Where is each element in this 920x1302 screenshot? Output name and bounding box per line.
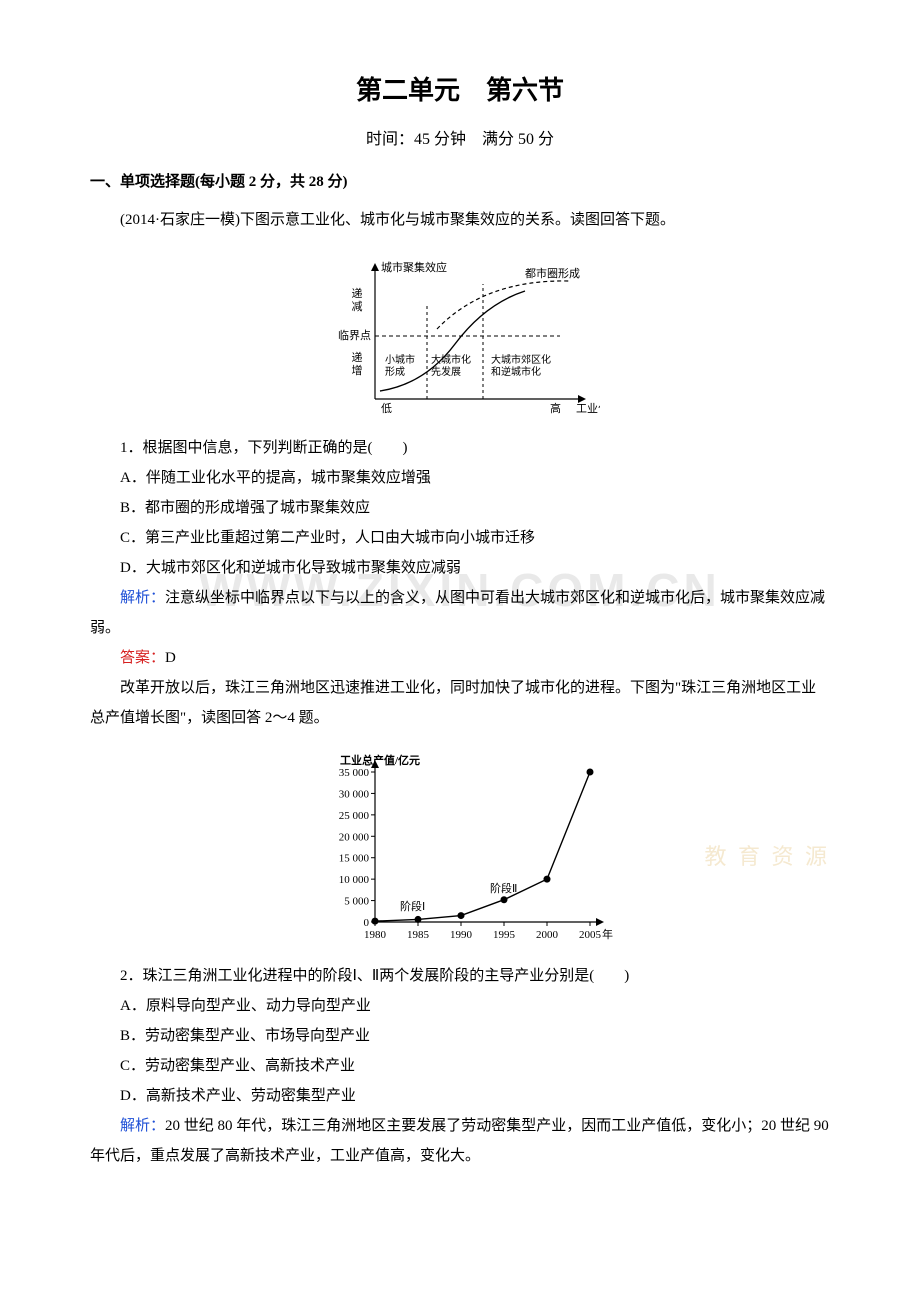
q1-opt-c: C．第三产业比重超过第二产业时，人口由大城市向小城市迁移 — [90, 523, 830, 553]
svg-text:增: 增 — [352, 363, 363, 377]
svg-text:先发展: 先发展 — [431, 365, 461, 378]
svg-text:都市圈形成: 都市圈形成 — [525, 266, 580, 280]
svg-text:30 000: 30 000 — [339, 788, 370, 800]
svg-text:高: 高 — [550, 401, 561, 415]
svg-text:5 000: 5 000 — [344, 896, 369, 908]
svg-text:25 000: 25 000 — [339, 810, 370, 822]
explain-label: 解析： — [120, 1118, 165, 1134]
svg-text:15 000: 15 000 — [339, 853, 370, 865]
q2-opt-d: D．高新技术产业、劳动密集型产业 — [90, 1081, 830, 1111]
svg-text:工业化水平: 工业化水平 — [576, 401, 600, 415]
svg-text:大城市化: 大城市化 — [431, 353, 471, 366]
q1-stem: 1．根据图中信息，下列判断正确的是( ) — [90, 433, 830, 463]
svg-text:大城市郊区化: 大城市郊区化 — [491, 353, 551, 366]
q1-opt-a: A．伴随工业化水平的提高，城市聚集效应增强 — [90, 463, 830, 493]
q1-opt-d: D．大城市郊区化和逆城市化导致城市聚集效应减弱 — [90, 553, 830, 583]
page-title: 第二单元 第六节 — [90, 70, 830, 107]
svg-text:年: 年 — [602, 927, 613, 941]
q1-explain-text: 注意纵坐标中临界点以下与以上的含义，从图中可看出大城市郊区化和逆城市化后，城市聚… — [90, 590, 825, 636]
section-heading: 一、单项选择题(每小题 2 分，共 28 分) — [90, 167, 830, 197]
svg-text:2000: 2000 — [536, 929, 559, 941]
chart-2: 工业总产值/亿元 0 5 000 10 000 15 000 20 000 25 000 30… — [90, 747, 830, 947]
q1-answer-text: D — [165, 650, 176, 666]
svg-text:减: 减 — [352, 300, 363, 313]
q1-answer: 答案：D — [90, 643, 830, 673]
svg-text:递: 递 — [352, 350, 363, 364]
svg-text:阶段Ⅰ: 阶段Ⅰ — [400, 899, 425, 913]
explain-label: 解析： — [120, 590, 165, 606]
q2-stem: 2．珠江三角洲工业化进程中的阶段Ⅰ、Ⅱ两个发展阶段的主导产业分别是( ) — [90, 961, 830, 991]
svg-text:低: 低 — [381, 402, 392, 415]
q2-opt-b: B．劳动密集型产业、市场导向型产业 — [90, 1021, 830, 1051]
svg-text:1995: 1995 — [493, 929, 516, 941]
svg-text:形成: 形成 — [385, 366, 405, 378]
page-subtitle: 时间：45 分钟 满分 50 分 — [90, 125, 830, 149]
svg-text:2005: 2005 — [579, 929, 602, 941]
q2-explain-text: 20 世纪 80 年代，珠江三角洲地区主要发展了劳动密集型产业，因而工业产值低，… — [90, 1118, 829, 1164]
intro-1: (2014·石家庄一模)下图示意工业化、城市化与城市聚集效应的关系。读图回答下题… — [90, 205, 830, 235]
svg-text:城市聚集效应: 城市聚集效应 — [381, 260, 447, 274]
svg-text:10 000: 10 000 — [339, 874, 370, 886]
q1-explanation: 解析：注意纵坐标中临界点以下与以上的含义，从图中可看出大城市郊区化和逆城市化后，… — [90, 583, 830, 643]
q2-opt-c: C．劳动密集型产业、高新技术产业 — [90, 1051, 830, 1081]
svg-text:1990: 1990 — [450, 929, 473, 941]
q2-explanation: 解析：20 世纪 80 年代，珠江三角洲地区主要发展了劳动密集型产业，因而工业产… — [90, 1111, 830, 1171]
q1-opt-b: B．都市圈的形成增强了城市聚集效应 — [90, 493, 830, 523]
q2-opt-a: A．原料导向型产业、动力导向型产业 — [90, 991, 830, 1021]
chart-1: 城市聚集效应递减临界点递增低高工业化水平都市圈形成小城市形成大城市化先发展大城市… — [90, 249, 830, 419]
svg-text:小城市: 小城市 — [385, 353, 415, 366]
svg-text:工业总产值/亿元: 工业总产值/亿元 — [340, 753, 420, 767]
svg-text:临界点: 临界点 — [338, 328, 371, 342]
svg-text:和逆城市化: 和逆城市化 — [491, 365, 541, 378]
intro-2: 改革开放以后，珠江三角洲地区迅速推进工业化，同时加快了城市化的进程。下图为"珠江… — [90, 673, 830, 733]
svg-text:阶段Ⅱ: 阶段Ⅱ — [490, 881, 517, 895]
answer-label: 答案： — [120, 650, 165, 666]
svg-text:20 000: 20 000 — [339, 831, 370, 843]
svg-text:0: 0 — [364, 917, 370, 929]
svg-text:1980: 1980 — [364, 929, 387, 941]
svg-text:1985: 1985 — [407, 929, 430, 941]
svg-text:35 000: 35 000 — [339, 767, 370, 779]
svg-text:递: 递 — [352, 286, 363, 300]
